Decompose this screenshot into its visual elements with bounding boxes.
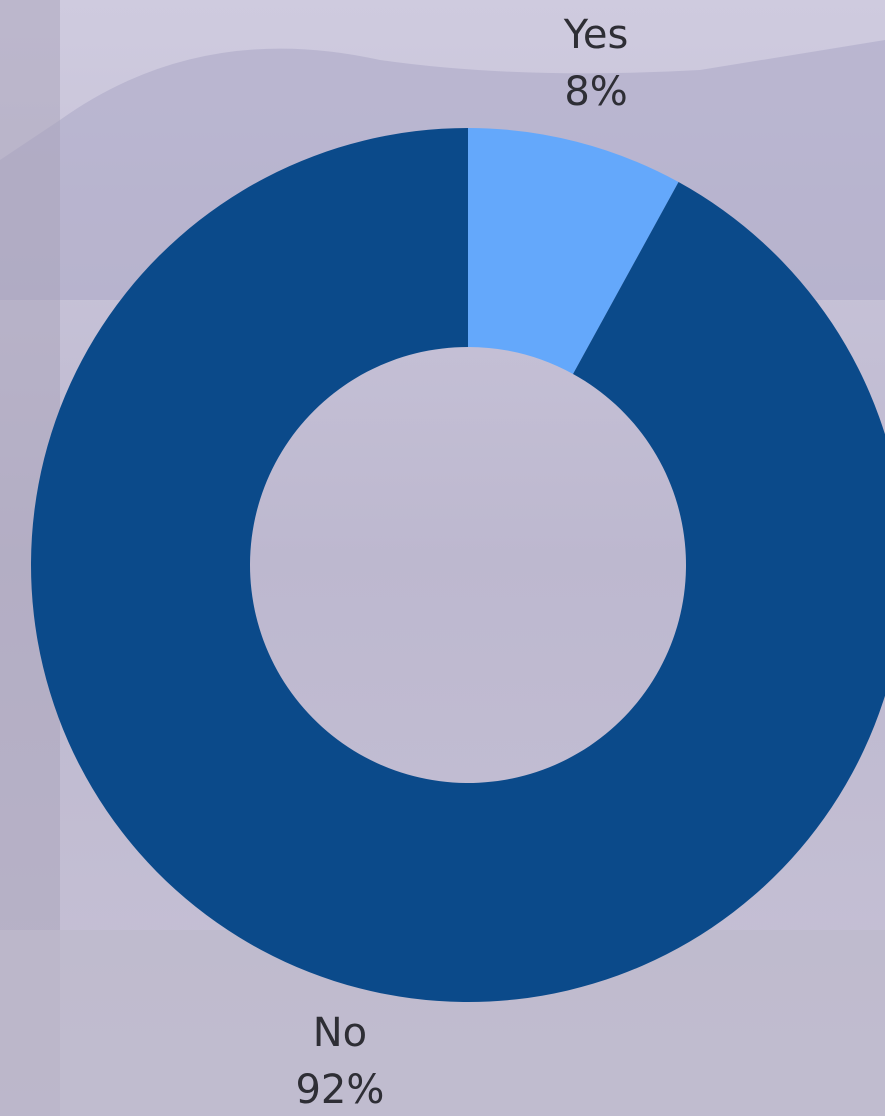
- slice-value-label: 92%: [295, 1067, 384, 1113]
- chart: Yes 8% No 92%: [0, 0, 885, 1116]
- slice-label: No: [313, 1010, 367, 1056]
- slice-label: Yes: [563, 12, 629, 58]
- slice-value-label: 8%: [564, 69, 627, 115]
